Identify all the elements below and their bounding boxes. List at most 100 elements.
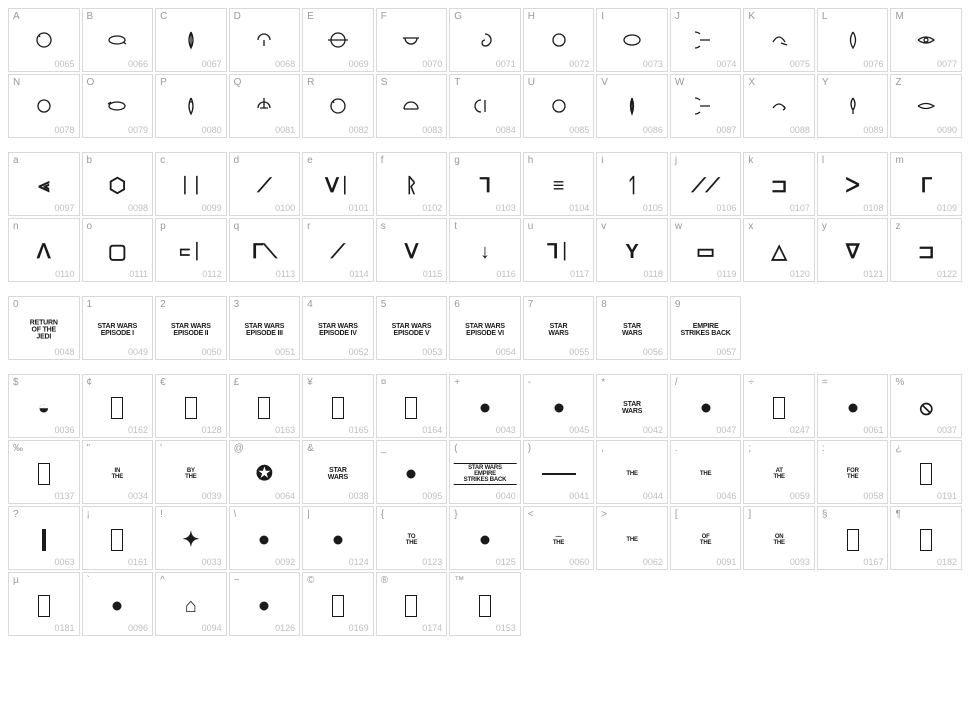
glyph-cell[interactable]: "0034IN THE [82,440,154,504]
glyph-cell[interactable]: z0122⊐ [890,218,962,282]
glyph-cell[interactable]: ™0153 [449,572,521,636]
glyph-cell[interactable]: E0069 [302,8,374,72]
glyph-cell[interactable]: x0120△ [743,218,815,282]
glyph-cell[interactable]: -0045 [523,374,595,438]
glyph-cell[interactable]: (0040STAR WARS EMPIRE STRIKES BACK [449,440,521,504]
glyph-cell[interactable]: )0041 [523,440,595,504]
glyph-cell[interactable]: T0084 [449,74,521,138]
glyph-cell[interactable]: £0163 [229,374,301,438]
glyph-cell[interactable]: €0128 [155,374,227,438]
glyph-cell[interactable]: g0103ᒣ [449,152,521,216]
glyph-cell[interactable]: @0064✪ [229,440,301,504]
glyph-cell[interactable]: K0075 [743,8,815,72]
glyph-cell[interactable]: B0066 [82,8,154,72]
glyph-cell[interactable]: !0033✦ [155,506,227,570]
glyph-cell[interactable]: \0092 [229,506,301,570]
glyph-cell[interactable]: u0117ᒣᛁ [523,218,595,282]
glyph-cell[interactable]: ®0174 [376,572,448,636]
glyph-cell[interactable]: >0062THE [596,506,668,570]
glyph-cell[interactable]: :0058FOR THE [817,440,889,504]
glyph-cell[interactable]: a0097⪡ [8,152,80,216]
glyph-cell[interactable]: H0072 [523,8,595,72]
glyph-cell[interactable]: ¢0162 [82,374,154,438]
glyph-cell[interactable]: '0039BY THE [155,440,227,504]
glyph-cell[interactable]: P0080 [155,74,227,138]
glyph-cell[interactable]: R0082 [302,74,374,138]
glyph-cell[interactable]: §0167 [817,506,889,570]
glyph-cell[interactable]: 40052STAR WARS EPISODE IV [302,296,374,360]
glyph-cell[interactable]: 50053STAR WARS EPISODE V [376,296,448,360]
glyph-cell[interactable]: Q0081 [229,74,301,138]
glyph-cell[interactable]: ,0044THE [596,440,668,504]
glyph-cell[interactable]: ]0093ON THE [743,506,815,570]
glyph-cell[interactable]: o0111▢ [82,218,154,282]
glyph-cell[interactable]: [0091OF THE [670,506,742,570]
glyph-cell[interactable]: 00048RETURN OF THE JEDI [8,296,80,360]
glyph-cell[interactable]: Y0089 [817,74,889,138]
glyph-cell[interactable]: ÷0247 [743,374,815,438]
glyph-cell[interactable]: l0108ᐳ [817,152,889,216]
glyph-cell[interactable]: w0119▭ [670,218,742,282]
glyph-cell[interactable]: {0123TO THE [376,506,448,570]
glyph-cell[interactable]: $0036◒ [8,374,80,438]
glyph-cell[interactable]: d0100⟋ [229,152,301,216]
glyph-cell[interactable]: s0115ᐯ [376,218,448,282]
glyph-cell[interactable]: y0121∇ [817,218,889,282]
glyph-cell[interactable]: `0096 [82,572,154,636]
glyph-cell[interactable]: .0046THE [670,440,742,504]
glyph-cell[interactable]: c0099ᛁᛁ [155,152,227,216]
glyph-cell[interactable]: J0074 [670,8,742,72]
glyph-cell[interactable]: 30051STAR WARS EPISODE III [229,296,301,360]
glyph-cell[interactable]: D0068 [229,8,301,72]
glyph-cell[interactable]: f0102ᚱ [376,152,448,216]
glyph-cell[interactable]: ¥0165 [302,374,374,438]
glyph-cell[interactable]: G0071 [449,8,521,72]
glyph-cell[interactable]: k0107⊐ [743,152,815,216]
glyph-cell[interactable]: 80056STAR WARS [596,296,668,360]
glyph-cell[interactable]: M0077 [890,8,962,72]
glyph-cell[interactable]: 10049STAR WARS EPISODE I [82,296,154,360]
glyph-cell[interactable]: b0098⬡ [82,152,154,216]
glyph-cell[interactable]: &0038STAR WARS [302,440,374,504]
glyph-cell[interactable]: p0112⊏ᛁ [155,218,227,282]
glyph-cell[interactable]: ‰0137 [8,440,80,504]
glyph-cell[interactable]: A0065 [8,8,80,72]
glyph-cell[interactable]: W0087 [670,74,742,138]
glyph-cell[interactable]: ;0059AT THE [743,440,815,504]
glyph-cell[interactable]: *0042STAR WARS [596,374,668,438]
glyph-cell[interactable]: 20050STAR WARS EPISODE II [155,296,227,360]
glyph-cell[interactable]: I0073 [596,8,668,72]
glyph-cell[interactable]: U0085 [523,74,595,138]
glyph-cell[interactable]: ~0126 [229,572,301,636]
glyph-cell[interactable]: L0076 [817,8,889,72]
glyph-cell[interactable]: ©0169 [302,572,374,636]
glyph-cell[interactable]: /0047 [670,374,742,438]
glyph-cell[interactable]: r0114⟋ [302,218,374,282]
glyph-cell[interactable]: %0037⦸ [890,374,962,438]
glyph-cell[interactable]: N0078 [8,74,80,138]
glyph-cell[interactable]: ^0094⌂ [155,572,227,636]
glyph-cell[interactable]: ¡0161 [82,506,154,570]
glyph-cell[interactable]: +0043 [449,374,521,438]
glyph-cell[interactable]: q0113ᒥ⟍ [229,218,301,282]
glyph-cell[interactable]: =0061 [817,374,889,438]
glyph-cell[interactable]: 90057EMPIRE STRIKES BACK [670,296,742,360]
glyph-cell[interactable]: m0109ᒥ [890,152,962,216]
glyph-cell[interactable]: ¤0164 [376,374,448,438]
glyph-cell[interactable]: V0086 [596,74,668,138]
glyph-cell[interactable]: µ0181 [8,572,80,636]
glyph-cell[interactable]: C0067 [155,8,227,72]
glyph-cell[interactable]: X0088 [743,74,815,138]
glyph-cell[interactable]: n0110ᐱ [8,218,80,282]
glyph-cell[interactable]: 60054STAR WARS EPISODE VI [449,296,521,360]
glyph-cell[interactable]: t0116↓ [449,218,521,282]
glyph-cell[interactable]: h0104≡ [523,152,595,216]
glyph-cell[interactable]: v0118Y [596,218,668,282]
glyph-cell[interactable]: O0079 [82,74,154,138]
glyph-cell[interactable]: ¶0182 [890,506,962,570]
glyph-cell[interactable]: <0060— THE [523,506,595,570]
glyph-cell[interactable]: |0124 [302,506,374,570]
glyph-cell[interactable]: _0095 [376,440,448,504]
glyph-cell[interactable]: ¿0191 [890,440,962,504]
glyph-cell[interactable]: e0101ᐯᛁ [302,152,374,216]
